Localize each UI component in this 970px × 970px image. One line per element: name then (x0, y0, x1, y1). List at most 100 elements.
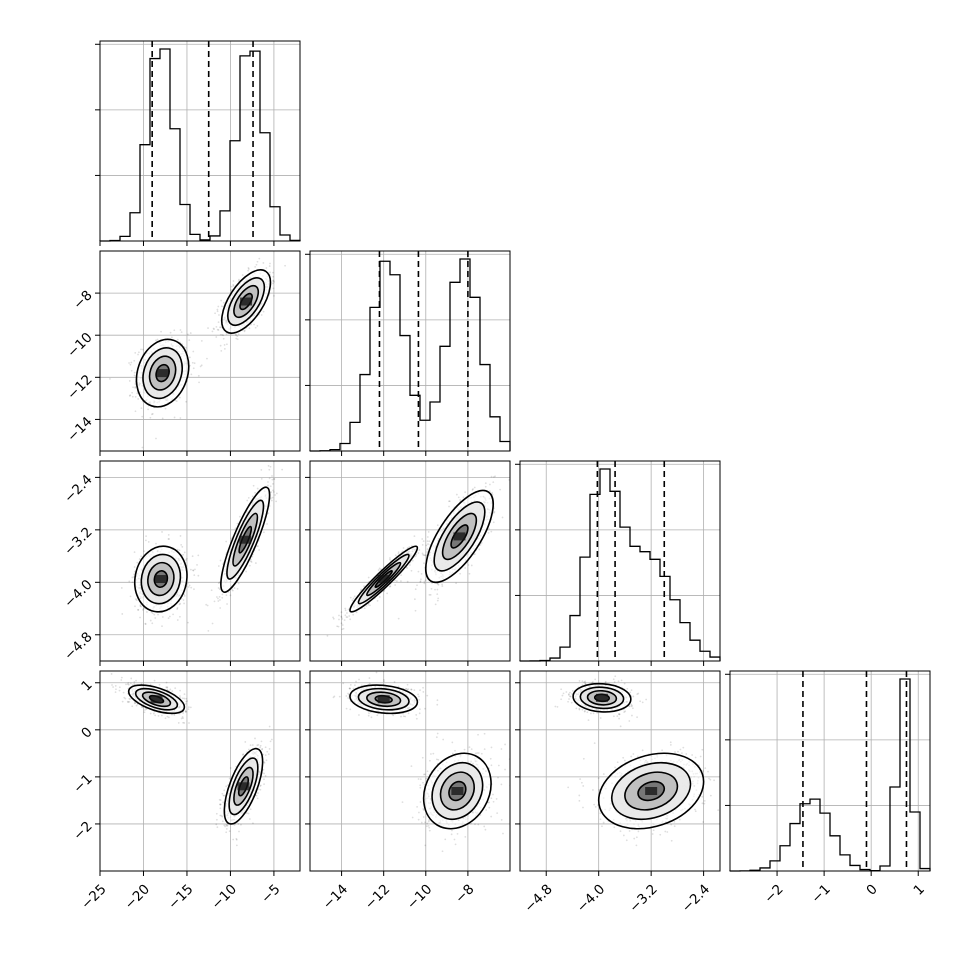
scatter-point (141, 446, 144, 449)
scatter-point (455, 582, 457, 585)
scatter-point (355, 611, 358, 614)
scatter-point (267, 464, 270, 467)
scatter-point (275, 500, 278, 503)
scatter-point (260, 469, 263, 471)
scatter-point (448, 500, 450, 503)
scatter-point (193, 588, 195, 591)
scatter-point (217, 600, 220, 602)
scatter-point (388, 585, 391, 588)
scatter-point (273, 478, 275, 480)
scatter-point (179, 417, 182, 419)
scatter-point (472, 488, 474, 490)
scatter-point (131, 395, 134, 398)
scatter-point (216, 310, 219, 313)
scatter-point (428, 540, 431, 543)
scatter-point (234, 527, 237, 530)
scatter-point (236, 587, 239, 590)
scatter-point (347, 608, 350, 611)
scatter-point (250, 561, 253, 563)
scatter-point (193, 362, 196, 365)
scatter-point (161, 625, 163, 628)
scatter-point (192, 569, 195, 572)
scatter-point (419, 580, 422, 583)
scatter-point (189, 568, 192, 571)
scatter-point (272, 275, 275, 278)
scatter-point (164, 717, 167, 720)
scatter-point (167, 533, 170, 536)
scatter-point (420, 578, 422, 581)
scatter-point (136, 392, 139, 395)
scatter-point (149, 683, 152, 686)
scatter-point (182, 717, 184, 719)
scatter-point (131, 576, 134, 579)
scatter-point (273, 478, 276, 480)
scatter-point (363, 607, 366, 610)
scatter-point (220, 305, 223, 308)
scatter-point (245, 570, 248, 573)
scatter-point (218, 595, 221, 598)
scatter-point (499, 488, 502, 491)
scatter-point (140, 407, 143, 410)
scatter-point (423, 562, 425, 565)
scatter-point (166, 686, 169, 689)
scatter-point (179, 689, 181, 692)
scatter-point (232, 283, 235, 286)
scatter-point (120, 676, 123, 679)
scatter-point (272, 282, 274, 285)
scatter-point (423, 554, 426, 557)
scatter-point (213, 600, 216, 603)
scatter-point (344, 614, 347, 617)
scatter-point (413, 598, 416, 601)
scatter-point (217, 587, 220, 589)
scatter-point (397, 552, 400, 555)
scatter-point (237, 582, 240, 585)
scatter-point (223, 344, 226, 346)
contour-line (227, 277, 266, 327)
scatter-point (145, 539, 147, 542)
scatter-point (491, 492, 494, 494)
scatter-point (248, 564, 251, 567)
scatter-point (153, 613, 156, 616)
scatter-point (137, 353, 139, 356)
scatter-point (130, 361, 133, 364)
scatter-point (340, 615, 343, 618)
scatter-point (190, 586, 193, 589)
scatter-point (131, 705, 134, 708)
scatter-point (363, 585, 365, 588)
scatter-point (160, 714, 163, 717)
scatter-point (231, 588, 233, 591)
scatter-point (151, 412, 154, 415)
scatter-point (480, 542, 483, 544)
scatter-point (183, 595, 186, 597)
contour-line (349, 545, 419, 613)
scatter-point (336, 625, 339, 628)
scatter-point (413, 535, 416, 538)
scatter-point (426, 551, 429, 553)
scatter-point (183, 697, 186, 700)
scatter-point (217, 597, 219, 600)
scatter-point (146, 611, 148, 613)
contour-line (135, 338, 190, 408)
contour-line (133, 545, 188, 613)
scatter-point (514, 477, 516, 479)
scatter-point (473, 486, 476, 489)
scatter-point (216, 308, 219, 311)
scatter-point (441, 585, 444, 588)
scatter-point (414, 609, 417, 612)
scatter-point (457, 496, 460, 499)
scatter-point (173, 329, 176, 332)
scatter-point (167, 538, 170, 540)
scatter-point (421, 538, 424, 540)
scatter-point (218, 314, 220, 316)
scatter-point (133, 374, 136, 377)
scatter-panel-1-0 (95, 250, 301, 456)
scatter-point (166, 686, 169, 689)
density-peak (239, 535, 252, 544)
scatter-point (178, 549, 181, 552)
scatter-point (473, 553, 476, 556)
scatter-point (434, 588, 436, 591)
scatter-point (182, 712, 185, 714)
scatter-point (219, 333, 222, 336)
scatter-point (222, 337, 225, 340)
scatter-point (423, 580, 426, 583)
